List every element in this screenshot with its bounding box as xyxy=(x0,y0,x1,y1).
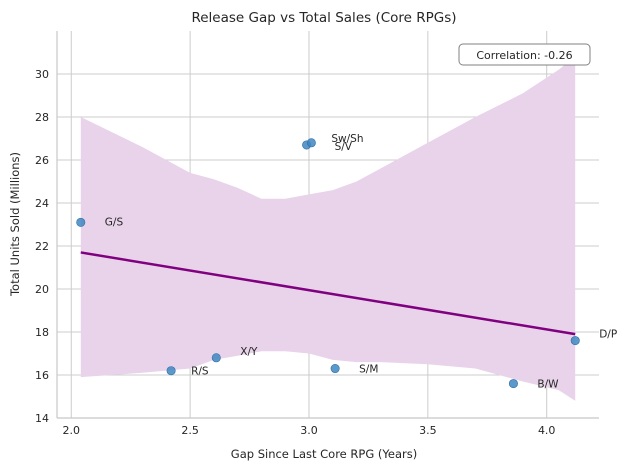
data-point xyxy=(570,336,580,346)
data-point xyxy=(306,138,316,148)
y-tick-label: 16 xyxy=(35,369,49,382)
confidence-band-layer xyxy=(80,56,576,401)
point-label: B/W xyxy=(537,379,559,391)
data-point xyxy=(166,366,176,376)
y-tick-label: 22 xyxy=(35,240,49,253)
point-label: X/Y xyxy=(240,346,258,358)
y-tick-label: 18 xyxy=(35,326,49,339)
point-label: S/M xyxy=(359,364,378,376)
data-point xyxy=(508,379,518,389)
point-label: D/P xyxy=(599,329,617,341)
regression-line-layer xyxy=(80,251,576,336)
y-tick-label: 28 xyxy=(35,111,49,124)
x-tick-label: 4.0 xyxy=(538,424,556,437)
y-tick-label: 30 xyxy=(35,68,49,81)
x-axis-label: Gap Since Last Core RPG (Years) xyxy=(231,447,417,461)
tick-labels: 2.0 2.5 3.0 3.5 4.0 14 16 18 20 22 24 26 28 30 xyxy=(35,68,555,437)
data-point xyxy=(76,217,86,227)
y-tick-label: 20 xyxy=(35,283,49,296)
regression-line xyxy=(80,251,576,336)
y-axis-label: Total Units Sold (Millions) xyxy=(8,152,22,297)
y-tick-label: 14 xyxy=(35,412,49,425)
correlation-text: Correlation: -0.26 xyxy=(476,49,572,62)
data-point xyxy=(211,353,221,363)
y-tick-label: 24 xyxy=(35,197,49,210)
data-point xyxy=(330,364,340,374)
data-points: G/S R/S X/Y S/VSw/Sh S/M B/W D/P xyxy=(76,133,617,391)
point-label: G/S xyxy=(105,216,124,228)
point-label: S/V xyxy=(335,141,353,153)
correlation-annotation: Correlation: -0.26 xyxy=(458,43,591,66)
x-tick-label: 3.5 xyxy=(419,424,437,437)
plot-frame xyxy=(56,31,599,419)
y-tick-label: 26 xyxy=(35,154,49,167)
x-tick-label: 3.0 xyxy=(300,424,318,437)
x-tick-label: 2.0 xyxy=(63,424,81,437)
chart-title: Release Gap vs Total Sales (Core RPGs) xyxy=(191,10,456,26)
x-tick-label: 2.5 xyxy=(181,424,199,437)
point-label: R/S xyxy=(191,366,209,378)
confidence-band xyxy=(80,56,576,401)
point-label: Sw/Sh xyxy=(331,133,363,145)
correlation-box xyxy=(458,43,591,66)
